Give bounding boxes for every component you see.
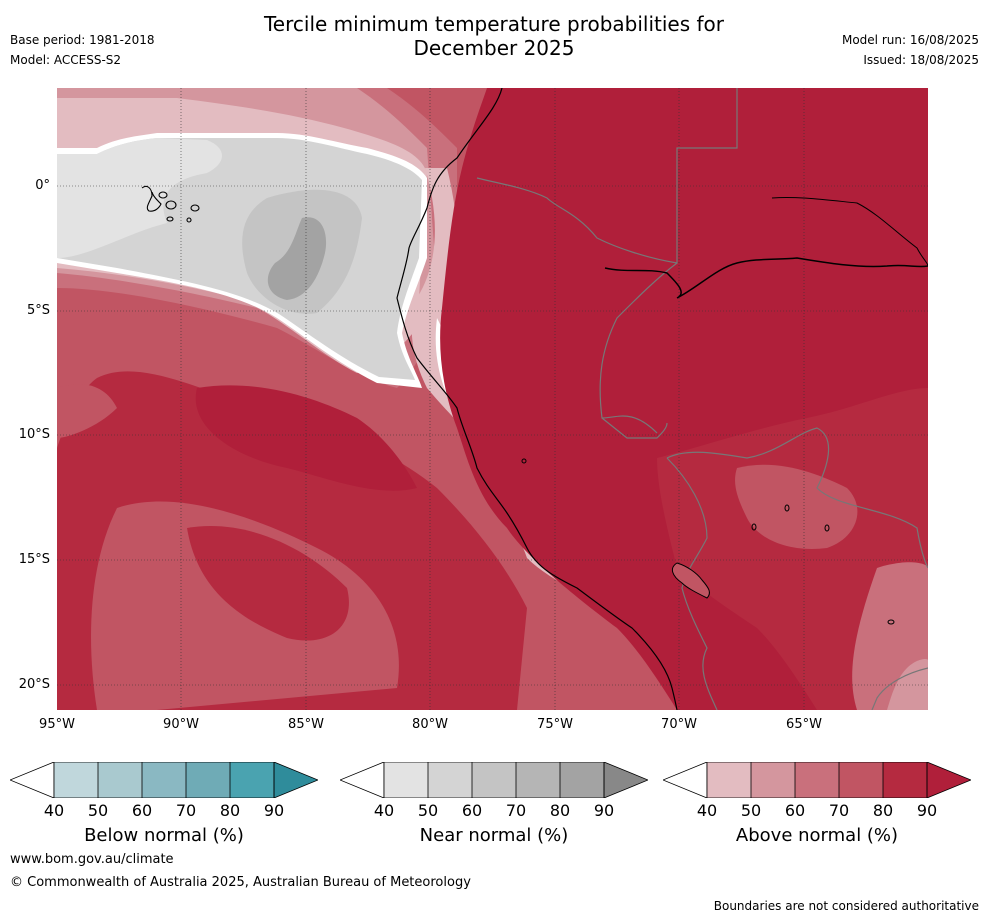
cbar-below-swatch-60 [142, 762, 186, 798]
colorbar-below-normal [10, 762, 318, 798]
cbar-above-tick-60: 60 [784, 801, 806, 820]
cbar-below-tick-50: 50 [87, 801, 109, 820]
cbar-near-tick-60: 60 [461, 801, 483, 820]
meta-right: Model run: 16/08/2025 Issued: 18/08/2025 [842, 30, 979, 70]
lat-tick-15s: 15°S [18, 552, 50, 567]
cbar-below-tick-90: 90 [263, 801, 285, 820]
lat-tick-20s: 20°S [18, 677, 50, 692]
cbar-near-swatch-70 [516, 762, 560, 798]
coastline [396, 88, 678, 710]
cbar-above-label: Above normal (%) [735, 825, 899, 846]
cbar-near-tick-50: 50 [417, 801, 439, 820]
map-title: Tercile minimum temperature probabilitie… [0, 12, 988, 60]
cbar-near-tick-70: 70 [505, 801, 527, 820]
cbar-near-swatch-80 [560, 762, 604, 798]
cbar-above-swatch-40 [707, 762, 751, 798]
model-run: Model run: 16/08/2025 [841, 33, 979, 47]
website-link[interactable]: www.bom.gov.au/climate [10, 852, 174, 867]
cbar-above-lower-tip [663, 762, 708, 798]
borders-south [666, 427, 928, 710]
cbar-above-tick-80: 80 [872, 801, 894, 820]
copyright: © Commonwealth of Australia 2025, Austra… [10, 875, 471, 890]
lon-tick-85w: 85°W [288, 717, 324, 732]
near-normal-80 [267, 217, 327, 300]
lat-tick-0: 0° [35, 178, 50, 193]
cbar-above-tick-50: 50 [740, 801, 762, 820]
cbar-below-dividers [53, 762, 318, 798]
cbar-below-swatch-40 [54, 762, 98, 798]
cbar-near-upper-tip [604, 762, 648, 798]
lon-tick-65w: 65°W [786, 717, 822, 732]
small-lakes [521, 458, 895, 625]
cbar-near-tick-90: 90 [593, 801, 615, 820]
lon-tick-70w: 70°W [661, 717, 697, 732]
ocean-above-80-patch [187, 526, 349, 641]
colorbar-near-normal [340, 762, 648, 798]
cbar-near-dividers [383, 762, 648, 798]
cbar-below-tick-40: 40 [43, 801, 65, 820]
cbar-near-swatch-60 [472, 762, 516, 798]
lake-titicaca [671, 562, 710, 599]
river-line [604, 257, 928, 299]
cbar-above-swatch-50 [751, 762, 795, 798]
cbar-above-upper-tip [927, 762, 971, 798]
cbar-near-tick-80: 80 [549, 801, 571, 820]
issued-date: Issued: 18/08/2025 [863, 53, 979, 67]
lon-tick-80w: 80°W [412, 717, 448, 732]
cbar-above-tick-70: 70 [828, 801, 850, 820]
gridlines [57, 88, 928, 710]
cbar-below-lower-tip [10, 762, 55, 798]
lat-tick-5s: 5°S [26, 303, 50, 318]
cbar-above-tick-40: 40 [696, 801, 718, 820]
title-line-1: Tercile minimum temperature probabilitie… [263, 12, 725, 36]
colorbar-above-normal [663, 762, 971, 798]
cbar-below-swatch-70 [186, 762, 230, 798]
cbar-below-upper-tip [274, 762, 318, 798]
cbar-below-swatch-80 [230, 762, 274, 798]
cbar-near-tick-40: 40 [373, 801, 395, 820]
near-normal-40 [57, 138, 222, 258]
land-above-70-patch [735, 464, 858, 549]
river-line-north [771, 196, 928, 267]
cbar-above-swatch-70 [839, 762, 883, 798]
cbar-above-swatch-80 [883, 762, 927, 798]
ocean-above-90-patch [195, 385, 417, 491]
lon-tick-90w: 90°W [163, 717, 199, 732]
cbar-above-tick-90: 90 [916, 801, 938, 820]
cbar-below-tick-80: 80 [219, 801, 241, 820]
lon-tick-95w: 95°W [39, 717, 75, 732]
title-line-2: December 2025 [413, 36, 575, 60]
cbar-below-swatch-50 [98, 762, 142, 798]
meta-left: Base period: 1981-2018 Model: ACCESS-S2 [10, 30, 155, 70]
probability-map [57, 88, 928, 710]
disclaimer: Boundaries are not considered authoritat… [713, 899, 979, 913]
cbar-below-label: Below normal (%) [84, 825, 244, 846]
cbar-below-tick-60: 60 [131, 801, 153, 820]
borders-north [476, 88, 738, 439]
cbar-below-tick-70: 70 [175, 801, 197, 820]
base-period: Base period: 1981-2018 [10, 33, 155, 47]
cbar-above-swatch-60 [795, 762, 839, 798]
model-name: Model: ACCESS-S2 [10, 53, 122, 67]
lon-tick-75w: 75°W [537, 717, 573, 732]
cbar-near-swatch-50 [428, 762, 472, 798]
galapagos-islands [141, 185, 200, 223]
cbar-above-dividers [706, 762, 971, 798]
lat-tick-10s: 10°S [18, 427, 50, 442]
ocean-patch [57, 384, 117, 438]
cbar-near-lower-tip [340, 762, 385, 798]
cbar-near-swatch-40 [384, 762, 428, 798]
cbar-near-label: Near normal (%) [419, 825, 569, 846]
land-above-50-patch [887, 658, 928, 710]
